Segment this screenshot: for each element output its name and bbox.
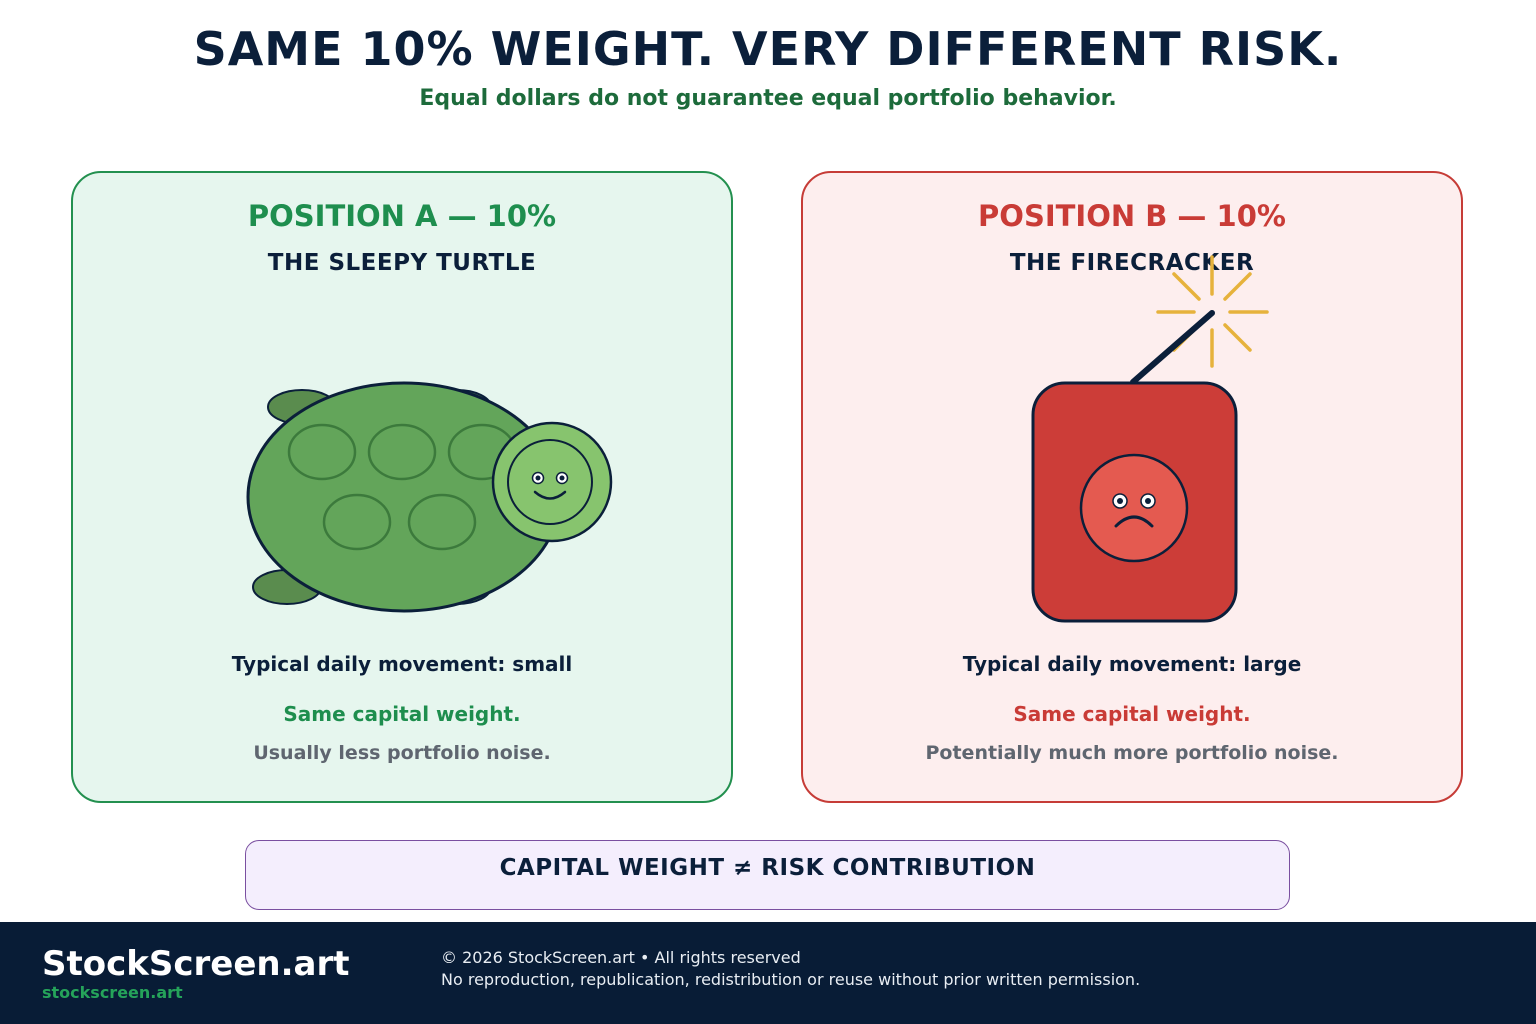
turtle-pupil-left xyxy=(535,475,541,481)
copyright-text: © 2026 StockScreen.art • All rights rese… xyxy=(441,948,801,967)
turtle-face xyxy=(507,439,593,525)
firecracker-face xyxy=(1079,453,1189,563)
turtle-pupil-right xyxy=(559,475,565,481)
position-b-noise-note: Potentially much more portfolio noise. xyxy=(925,742,1339,764)
shell-plate xyxy=(322,493,392,551)
brand-logo-text: StockScreen.art xyxy=(42,944,350,984)
position-b-heading: POSITION B — 10% xyxy=(978,199,1286,233)
page-subtitle: Equal dollars do not guarantee equal por… xyxy=(419,86,1117,111)
firecracker-pupil-right xyxy=(1145,498,1151,504)
permission-notice: No reproduction, republication, redistri… xyxy=(441,970,1141,989)
banner-text: CAPITAL WEIGHT ≠ RISK CONTRIBUTION xyxy=(499,855,1036,881)
position-b-card: THE FIRECRACKER POSITION B — 10% Typ xyxy=(801,171,1463,803)
shell-plate xyxy=(407,493,477,551)
footer: StockScreen.art stockscreen.art © 2026 S… xyxy=(0,922,1536,1024)
page-title: SAME 10% WEIGHT. VERY DIFFERENT RISK. xyxy=(193,22,1343,76)
key-takeaway-banner: CAPITAL WEIGHT ≠ RISK CONTRIBUTION xyxy=(245,840,1290,910)
position-b-weight-note: Same capital weight. xyxy=(1013,702,1251,726)
position-a-card: POSITION A — 10% THE SLEEPY TURTLE Typic… xyxy=(71,171,733,803)
position-a-movement: Typical daily movement: small xyxy=(231,652,573,676)
firecracker-fuse xyxy=(1130,310,1215,385)
firecracker-pupil-left xyxy=(1117,498,1123,504)
turtle-smile xyxy=(533,490,567,500)
shell-plate xyxy=(367,423,437,481)
firecracker-icon xyxy=(1031,255,1269,623)
position-b-movement: Typical daily movement: large xyxy=(962,652,1302,676)
firecracker-frown xyxy=(1114,515,1154,528)
position-a-heading: POSITION A — 10% xyxy=(247,199,557,233)
position-a-name: THE SLEEPY TURTLE xyxy=(267,250,537,276)
position-a-noise-note: Usually less portfolio noise. xyxy=(253,742,551,764)
position-a-weight-note: Same capital weight. xyxy=(283,702,521,726)
shell-plate xyxy=(287,423,357,481)
brand-url: stockscreen.art xyxy=(42,983,183,1002)
turtle-icon xyxy=(246,381,613,613)
